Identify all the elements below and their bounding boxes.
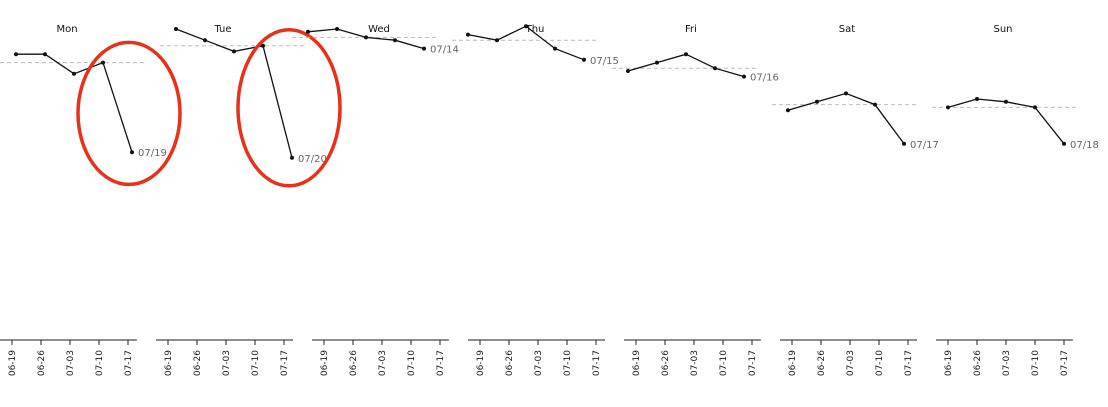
- data-point-sun-0: [946, 105, 950, 110]
- data-point-thu-0: [466, 32, 470, 37]
- x-tick-label-wed-4: 07-17: [436, 350, 446, 376]
- panel-title-sat: Sat: [839, 24, 855, 35]
- data-point-wed-2: [364, 35, 368, 40]
- end-label-sat: 07/17: [910, 140, 939, 151]
- panel-wed: Wed 06-19 06-26 07-03 07-10 07-17 07/14: [292, 24, 459, 376]
- data-point-sat-3: [873, 102, 877, 107]
- series-line-sat: [787, 92, 905, 145]
- x-tick-label-sat-0: 06-19: [788, 350, 798, 376]
- data-point-wed-1: [335, 27, 339, 31]
- x-tick-label-sat-1: 06-26: [817, 350, 827, 376]
- x-tick-label-tue-2: 07-03: [222, 350, 232, 376]
- end-label-fri: 07/16: [750, 73, 779, 84]
- x-tick-label-mon-2: 07-03: [66, 350, 76, 376]
- data-point-tue-2: [232, 49, 236, 54]
- series-line-tue: [175, 28, 293, 158]
- data-point-mon-1: [43, 52, 47, 57]
- panel-sun: Sun 06-19 06-26 07-03 07-10 07-17 07/18: [932, 24, 1099, 376]
- data-point-tue-3: [261, 43, 265, 48]
- data-point-mon-0: [14, 52, 18, 57]
- x-tick-label-fri-0: 06-19: [632, 350, 642, 376]
- data-point-fri-4: [742, 74, 746, 79]
- series-line-fri: [627, 53, 745, 78]
- x-tick-label-sat-3: 07-10: [875, 350, 885, 376]
- x-tick-label-sun-3: 07-10: [1031, 350, 1041, 376]
- panel-title-thu: Thu: [525, 24, 545, 35]
- data-point-wed-3: [393, 38, 397, 43]
- data-point-sun-1: [975, 97, 979, 101]
- x-tick-label-mon-3: 07-10: [95, 350, 105, 376]
- x-tick-label-fri-1: 06-26: [661, 350, 671, 376]
- panel-title-fri: Fri: [685, 24, 697, 35]
- data-point-sun-3: [1033, 105, 1037, 110]
- data-point-fri-1: [655, 60, 659, 65]
- panel-title-wed: Wed: [368, 24, 390, 35]
- x-tick-label-wed-0: 06-19: [320, 350, 330, 376]
- x-tick-label-sun-4: 07-17: [1060, 350, 1070, 376]
- data-point-fri-3: [713, 66, 717, 71]
- data-point-fri-0: [626, 69, 630, 73]
- x-tick-label-wed-3: 07-10: [407, 350, 417, 376]
- series-line-mon: [16, 53, 133, 153]
- data-point-sat-4: [902, 141, 906, 146]
- data-point-fri-2: [684, 52, 688, 57]
- end-label-tue: 07/20: [298, 154, 327, 165]
- data-point-sun-4: [1062, 141, 1066, 146]
- data-point-thu-2: [524, 24, 528, 29]
- data-point-wed-0: [306, 29, 310, 34]
- x-tick-label-tue-1: 06-26: [193, 350, 203, 376]
- x-tick-label-mon-0: 06-19: [8, 350, 18, 376]
- data-point-tue-1: [203, 38, 207, 43]
- x-tick-label-sun-1: 06-26: [973, 350, 983, 376]
- data-point-sat-1: [815, 99, 819, 104]
- end-label-thu: 07/15: [590, 56, 619, 67]
- panel-title-mon: Mon: [56, 24, 77, 35]
- data-point-mon-4: [130, 150, 134, 155]
- x-tick-label-sat-2: 07-03: [846, 350, 856, 376]
- end-label-sun: 07/18: [1070, 140, 1099, 151]
- panel-sat: Sat 06-19 06-26 07-03 07-10 07-17 07/17: [772, 24, 939, 376]
- data-point-sun-2: [1004, 99, 1008, 104]
- x-tick-label-thu-2: 07-03: [534, 350, 544, 376]
- x-tick-label-sat-4: 07-17: [904, 350, 914, 376]
- x-tick-label-fri-2: 07-03: [690, 350, 700, 376]
- x-tick-label-thu-3: 07-10: [563, 350, 573, 376]
- data-point-sat-0: [786, 108, 790, 113]
- data-point-thu-4: [582, 57, 586, 62]
- panel-title-sun: Sun: [993, 24, 1012, 35]
- x-tick-label-wed-1: 06-26: [349, 350, 359, 376]
- end-label-wed: 07/14: [430, 45, 459, 56]
- x-tick-label-sun-0: 06-19: [944, 350, 954, 376]
- data-point-mon-3: [101, 60, 105, 65]
- x-tick-label-tue-3: 07-10: [251, 350, 261, 376]
- series-line-sun: [947, 98, 1065, 145]
- panel-tue: Tue 06-19 06-26 07-03 07-10 07-17 07/20: [156, 24, 342, 376]
- x-tick-label-thu-1: 06-26: [505, 350, 515, 376]
- panel-title-tue: Tue: [213, 24, 231, 35]
- x-tick-label-thu-0: 06-19: [476, 350, 486, 376]
- panel-mon: Mon 06-19 06-26 07-03 07-10 07-17 07/19: [0, 24, 182, 376]
- data-point-mon-2: [72, 71, 76, 76]
- x-tick-label-sun-2: 07-03: [1002, 350, 1012, 376]
- panel-thu: Thu 06-19 06-26 07-03 07-10 07-17 07/15: [452, 24, 619, 376]
- data-point-tue-0: [174, 27, 178, 31]
- x-tick-label-tue-0: 06-19: [164, 350, 174, 376]
- x-tick-label-fri-4: 07-17: [748, 350, 758, 376]
- highlight-circle-mon: [76, 40, 182, 187]
- x-tick-label-wed-2: 07-03: [378, 350, 388, 376]
- highlight-circle-tue: [236, 28, 342, 188]
- x-tick-label-thu-4: 07-17: [592, 350, 602, 376]
- end-label-mon: 07/19: [138, 148, 167, 159]
- panel-fri: Fri 06-19 06-26 07-03 07-10 07-17 07/16: [612, 24, 779, 376]
- data-point-sat-2: [844, 91, 848, 96]
- x-tick-label-mon-4: 07-17: [124, 350, 134, 376]
- x-tick-label-tue-4: 07-17: [280, 350, 290, 376]
- data-point-wed-4: [422, 46, 426, 51]
- data-point-thu-3: [553, 46, 557, 51]
- x-tick-label-mon-1: 06-26: [37, 350, 47, 376]
- x-tick-label-fri-3: 07-10: [719, 350, 729, 376]
- data-point-thu-1: [495, 38, 499, 43]
- data-point-tue-4: [290, 155, 294, 160]
